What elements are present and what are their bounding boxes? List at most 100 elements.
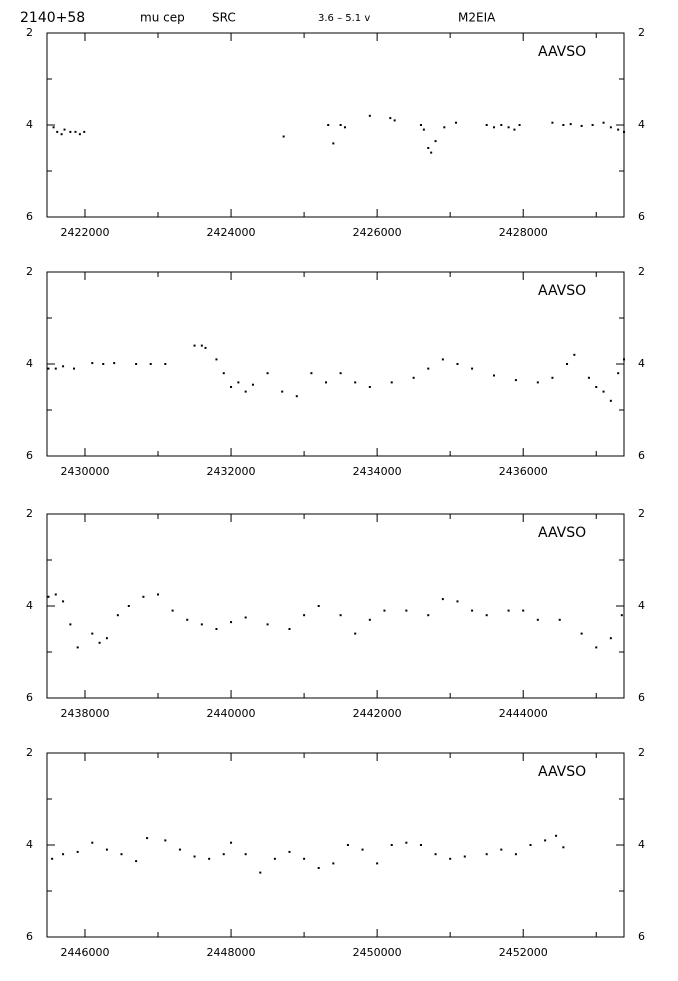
data-point: [522, 609, 525, 612]
data-point: [222, 853, 225, 856]
data-point: [427, 147, 430, 149]
data-point: [544, 839, 547, 842]
data-point: [120, 853, 123, 856]
data-point: [434, 853, 437, 856]
data-point: [91, 841, 94, 844]
data-point: [63, 128, 66, 131]
data-point: [69, 130, 72, 133]
data-point: [485, 853, 488, 856]
data-point: [389, 117, 392, 120]
data-point: [500, 848, 503, 851]
annotation: AAVSO: [538, 525, 586, 541]
data-point: [142, 595, 145, 598]
data-point: [76, 646, 79, 649]
annotation: AAVSO: [538, 44, 586, 60]
data-point: [456, 363, 459, 365]
data-point: [346, 844, 349, 846]
data-point: [105, 848, 108, 851]
data-point: [419, 844, 422, 846]
y-tick-label: 4: [638, 357, 645, 370]
data-point: [427, 367, 430, 370]
data-point: [282, 135, 285, 138]
x-tick-label: 2446000: [60, 946, 109, 959]
data-point: [102, 363, 105, 365]
x-tick-label: 2442000: [353, 707, 402, 720]
data-point: [127, 605, 130, 607]
x-tick-label: 2436000: [499, 465, 548, 478]
data-point: [303, 614, 306, 617]
data-point: [325, 381, 328, 384]
data-point: [427, 614, 430, 617]
mag-range: 3.6 – 5.1 v: [318, 13, 370, 24]
x-tick-label: 2434000: [353, 465, 402, 478]
star-name: mu cep: [140, 11, 185, 25]
data-point: [303, 857, 306, 860]
data-point: [237, 381, 240, 384]
data-point: [558, 618, 561, 621]
data-point: [443, 126, 446, 129]
data-point: [390, 844, 393, 846]
data-point: [419, 124, 422, 126]
data-point: [193, 344, 196, 347]
y-tick-label: 6: [26, 691, 33, 704]
data-point: [91, 362, 94, 365]
data-point: [609, 637, 612, 640]
data-point: [83, 130, 86, 133]
y-tick-label: 2: [26, 265, 33, 278]
data-point: [98, 641, 101, 644]
y-tick-label: 2: [26, 26, 33, 39]
y-tick-label: 2: [638, 746, 645, 759]
data-point: [405, 841, 408, 844]
data-point: [135, 860, 138, 863]
data-point: [288, 850, 291, 853]
data-point: [441, 598, 444, 601]
data-point: [339, 124, 342, 126]
data-point: [74, 130, 77, 133]
data-point: [455, 121, 458, 124]
data-point: [449, 857, 452, 860]
data-point: [339, 614, 342, 617]
data-point: [434, 140, 437, 143]
data-point: [368, 386, 371, 388]
data-point: [555, 834, 558, 837]
data-point: [204, 346, 207, 349]
data-point: [47, 595, 50, 598]
data-point: [113, 362, 116, 365]
data-point: [62, 600, 65, 603]
data-point: [200, 344, 203, 347]
data-point: [566, 363, 569, 365]
data-point: [529, 844, 532, 846]
data-point: [430, 151, 433, 154]
data-point: [266, 623, 269, 626]
data-point: [116, 614, 119, 617]
data-point: [178, 848, 181, 851]
y-tick-label: 2: [638, 265, 645, 278]
y-tick-label: 6: [26, 930, 33, 943]
data-point: [149, 363, 152, 365]
y-tick-label: 4: [26, 838, 33, 851]
data-point: [551, 376, 554, 379]
data-point: [244, 390, 247, 393]
data-point: [295, 395, 298, 398]
data-point: [230, 841, 233, 844]
data-point: [368, 114, 371, 117]
data-point: [500, 124, 503, 126]
data-point: [76, 850, 79, 853]
data-point: [288, 628, 291, 630]
data-point: [412, 376, 415, 379]
data-point: [354, 381, 357, 384]
data-point: [73, 367, 76, 370]
data-point: [609, 399, 612, 402]
data-point: [562, 124, 565, 126]
data-point: [617, 372, 620, 375]
data-point: [463, 855, 466, 858]
data-point: [485, 614, 488, 617]
y-tick-label: 4: [26, 118, 33, 131]
data-point: [405, 609, 408, 612]
data-point: [580, 632, 583, 635]
data-point: [569, 123, 572, 126]
data-point: [230, 386, 233, 388]
y-tick-label: 4: [638, 838, 645, 851]
data-point: [60, 133, 63, 136]
data-point: [164, 363, 167, 365]
